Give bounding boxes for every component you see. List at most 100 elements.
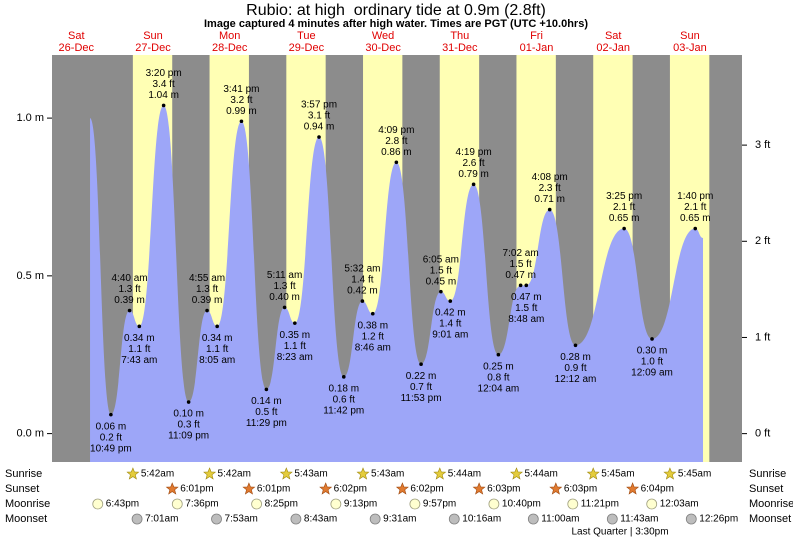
row-time: 11:21pm [581,499,619,510]
tide-ft-label: 0.9 ft [564,363,586,374]
tide-ft-label: 1.5 ft [509,259,531,270]
row-time: 6:04pm [641,484,674,495]
tide-ft-label: 2.1 ft [613,202,635,213]
date-label: 28-Dec [212,42,248,54]
tide-time-label: 12:04 am [478,383,520,394]
tide-time-label: 10:49 pm [90,443,132,454]
moonrise-icon [251,498,263,510]
tide-time-label: 3:57 pm [301,100,337,111]
tide-ft-label: 1.1 ft [206,344,228,355]
tide-ft-label: 0.8 ft [487,372,509,383]
row-label: Sunrise [749,468,786,480]
tide-ft-label: 1.3 ft [196,284,218,295]
tide-ft-label: 3.1 ft [308,111,330,122]
sunrise-icon [510,467,523,480]
tide-point [518,283,523,288]
row-label: Moonset [749,513,791,525]
tide-time-label: 7:02 am [503,248,539,259]
sunset-icon [549,482,563,495]
tide-value-label: 0.42 m [435,308,466,319]
tide-point [573,343,578,348]
tide-ft-label: 2.8 ft [385,136,407,147]
day-label: Mon [219,30,240,42]
tide-point [650,337,654,341]
day-label: Sat [68,30,85,42]
tide-ft-label: 1.5 ft [430,265,452,276]
sunrise-icon [433,467,447,480]
row-label: Sunset [5,483,39,495]
tide-time-label: 12:12 am [555,374,597,385]
row-time: 11:00am [541,514,579,525]
sunset-icon [165,482,179,495]
tide-value-label: 0.38 m [357,320,388,331]
tide-point [239,119,244,124]
tide-value-label: 0.25 m [483,361,514,372]
tide-time-label: 8:05 am [199,355,235,366]
tide-time-label: 5:32 am [344,264,380,275]
sunset-icon [242,482,256,495]
tide-ft-label: 0.2 ft [100,432,122,443]
date-label: 02-Jan [596,42,630,54]
tide-value-label: 0.18 m [328,383,359,394]
sunrise-icon [203,467,217,480]
moonset-icon [448,513,460,525]
row-time: 7:36pm [185,499,218,510]
tide-time-label: 5:11 am [267,270,302,281]
tide-time-label: 3:41 pm [223,84,259,95]
tide-ft-label: 1.3 ft [273,281,295,292]
row-time: 12:26pm [699,514,738,525]
tide-value-label: 0.06 m [96,421,127,432]
y2-tick-label: 3 ft [755,139,770,151]
tide-value-label: 0.47 m [511,292,542,303]
tide-value-label: 0.28 m [560,352,591,363]
tide-value-label: 0.65 m [680,213,711,224]
y2-tick-label: 0 ft [755,428,770,440]
row-time: 6:02pm [334,484,367,495]
tide-time-label: 4:08 pm [532,172,568,183]
tide-value-label: 0.86 m [381,147,412,158]
date-label: 27-Dec [135,42,171,54]
tide-point [205,308,209,313]
row-label: Sunrise [5,468,42,480]
tide-ft-label: 1.0 ft [641,357,663,368]
tide-point [186,400,191,404]
y-tick-label: 1.0 m [16,112,44,124]
moonset-icon [527,513,539,525]
tide-value-label: 0.94 m [304,122,335,133]
tide-ft-label: 3.4 ft [153,79,175,90]
row-time: 7:01am [145,514,178,525]
moonrise-icon [171,498,183,510]
tide-value-label: 0.35 m [280,330,311,341]
tide-time-label: 4:09 pm [378,125,414,136]
row-time: 5:42am [141,469,174,480]
row-time: 9:13pm [344,499,377,510]
date-label: 03-Jan [673,42,707,54]
tide-point [137,324,142,329]
tide-point [448,299,453,303]
sunrise-icon [356,467,370,480]
tide-time-label: 9:01 am [432,330,468,341]
row-time: 5:43am [294,469,327,480]
tide-point [293,321,297,325]
tide-point [547,207,552,212]
tide-time-label: 7:43 am [121,355,157,366]
row-time: 5:43am [371,469,404,480]
row-time: 5:44am [524,469,557,480]
tide-value-label: 0.22 m [406,371,437,382]
row-time: 11:43am [620,514,658,525]
sunrise-icon [279,467,293,480]
tide-time-label: 3:25 pm [606,191,642,202]
tide-ft-label: 2.3 ft [539,183,561,194]
tide-ft-label: 0.5 ft [255,407,277,418]
tide-time-label: 11:09 pm [168,431,209,442]
tide-point [127,308,132,313]
day-label: Wed [372,30,394,42]
tide-time-label: 8:48 am [508,314,544,325]
row-time: 6:01pm [180,484,213,495]
tide-ft-label: 1.1 ft [128,344,150,355]
tide-point [622,226,626,231]
chart-subtitle: Image captured 4 minutes after high wate… [204,18,588,30]
row-time: 8:25pm [265,499,298,510]
tide-value-label: 0.39 m [114,295,145,306]
